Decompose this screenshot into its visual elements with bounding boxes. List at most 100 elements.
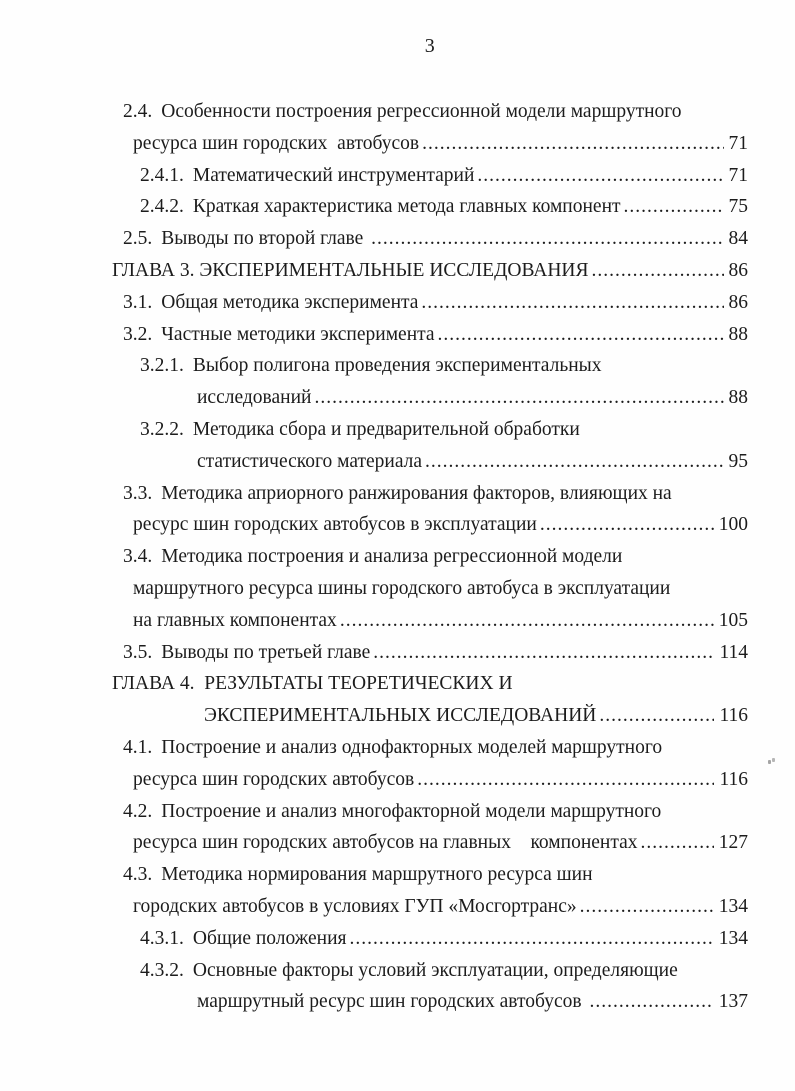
- entry-number: 3.5.: [123, 641, 153, 663]
- entry-title: Методика сбора и предварительной обработ…: [192, 418, 580, 440]
- dot-leader: ........................................…: [422, 132, 723, 154]
- toc-entry: ресурса шин городских автобусов.........…: [112, 764, 748, 796]
- toc-entry: 3.2.2. Методика сбора и предварительной о…: [112, 414, 748, 446]
- toc-entry: на главных компонентах..................…: [112, 605, 748, 637]
- toc-entry: 2.5. Выводы по второй главе .............…: [112, 223, 748, 255]
- entry-title: ГЛАВА 4. РЕЗУЛЬТАТЫ ТЕОРЕТИЧЕСКИХ И: [112, 673, 513, 695]
- entry-number: 4.3.: [123, 864, 153, 886]
- entry-page-number: 75: [728, 196, 749, 218]
- entry-number: 3.2.: [123, 323, 153, 345]
- entry-title: ресурс шин городских автобусов в эксплуа…: [133, 514, 537, 536]
- entry-number: 3.1.: [123, 291, 153, 313]
- entry-title: Математический инструментарий: [192, 164, 475, 186]
- entry-title: Основные факторы условий эксплуатации, о…: [192, 959, 678, 981]
- table-of-contents: 2.4. Особенности построения регрессионной…: [112, 96, 748, 1018]
- entry-title: Выводы по третьей главе: [161, 641, 371, 663]
- toc-entry: 3.5. Выводы по третьей главе.............…: [112, 637, 748, 669]
- entry-page-number: 71: [728, 132, 749, 154]
- toc-entry: маршрутного ресурса шины городского авто…: [112, 573, 748, 605]
- entry-title: ресурса шин городских автобусов на главн…: [133, 832, 638, 854]
- entry-page-number: 100: [718, 514, 748, 536]
- entry-number: 3.3.: [123, 482, 153, 504]
- entry-title: Выбор полигона проведения эксперименталь…: [192, 355, 602, 377]
- entry-number: 4.2.: [123, 800, 153, 822]
- toc-entry: 3.1. Общая методика эксперимента.........…: [112, 287, 748, 319]
- dot-leader: ........................................…: [373, 641, 715, 663]
- entry-title: статистического материала: [197, 450, 423, 472]
- toc-entry: ЭКСПЕРИМЕНТАЛЬНЫХ ИССЛЕДОВАНИЙ..........…: [112, 700, 748, 732]
- entry-title: Особенности построения регрессионной мод…: [161, 101, 682, 122]
- entry-title: Построение и анализ многофакторной модел…: [161, 800, 662, 822]
- entry-title: Выводы по второй главе: [161, 228, 369, 250]
- toc-entry: ресурса шин городских автобусов на главн…: [112, 827, 748, 859]
- entry-number: 2.4.: [123, 101, 153, 122]
- toc-entry: 3.2.1. Выбор полигона проведения эксперим…: [112, 350, 748, 382]
- entry-title: ресурса шин городских автобусов: [133, 768, 415, 790]
- entry-title: исследований: [197, 387, 312, 409]
- toc-entry: статистического материала...............…: [112, 446, 748, 478]
- entry-page-number: 84: [728, 228, 749, 250]
- entry-title: Методика априорного ранжирования факторо…: [161, 482, 672, 504]
- toc-entry: 3.3. Методика априорного ранжирования фак…: [112, 478, 748, 510]
- entry-page-number: 86: [728, 259, 749, 281]
- dot-leader: ........................................…: [417, 768, 714, 790]
- dot-leader: ........................................…: [421, 291, 723, 313]
- toc-entry: 3.4. Методика построения и анализа регрес…: [112, 541, 748, 573]
- entry-title: Общая методика эксперимента: [161, 291, 419, 313]
- dot-leader: ........................................…: [314, 387, 723, 409]
- entry-number: 2.4.1.: [140, 164, 184, 186]
- dot-leader: ........................................…: [591, 259, 723, 281]
- entry-title: Построение и анализ однофакторных моделе…: [161, 736, 663, 758]
- entry-number: 3.4.: [123, 546, 153, 568]
- toc-entry: 4.3.2. Основные факторы условий эксплуата…: [112, 955, 748, 987]
- entry-page-number: 88: [728, 387, 749, 409]
- entry-page-number: 116: [719, 705, 748, 727]
- entry-number: 4.1.: [123, 736, 153, 758]
- entry-title: Краткая характеристика метода главных ко…: [192, 196, 621, 218]
- entry-page-number: 127: [718, 832, 748, 854]
- entry-title: Методика построения и анализа регрессион…: [161, 546, 623, 568]
- entry-number: 2.4.2.: [140, 196, 184, 218]
- entry-page-number: 134: [718, 927, 748, 949]
- toc-entry: ГЛАВА 4. РЕЗУЛЬТАТЫ ТЕОРЕТИЧЕСКИХ И: [112, 668, 748, 700]
- dot-leader: ........................................…: [579, 895, 714, 917]
- entry-title: маршрутный ресурс шин городских автобусо…: [197, 991, 587, 1013]
- entry-title: на главных компонентах: [133, 609, 337, 631]
- entry-title: ресурса шин городских автобусов: [133, 132, 420, 154]
- dot-leader: ........................................…: [623, 196, 724, 218]
- entry-page-number: 134: [718, 895, 748, 917]
- toc-entry: 4.2. Построение и анализ многофакторной м…: [112, 796, 748, 828]
- toc-entry: 2.4. Особенности построения регрессионной…: [112, 96, 748, 128]
- toc-entry: 4.1. Построение и анализ однофакторных мо…: [112, 732, 748, 764]
- entry-title: маршрутного ресурса шины городского авто…: [133, 577, 671, 599]
- entry-title: Частные методики эксперимента: [161, 323, 435, 345]
- toc-entry: ГЛАВА 3. ЭКСПЕРИМЕНТАЛЬНЫЕ ИССЛЕДОВАНИЯ.…: [112, 255, 748, 287]
- toc-entry: 4.3. Методика нормирования маршрутного ре…: [112, 859, 748, 891]
- entry-title: Методика нормирования маршрутного ресурс…: [161, 864, 593, 886]
- dot-leader: ........................................…: [589, 991, 714, 1013]
- entry-page-number: 137: [718, 991, 748, 1013]
- toc-entry: ресурса шин городских автобусов.........…: [112, 128, 748, 160]
- page-content: 3 2.4. Особенности построения регрессионн…: [112, 34, 748, 1018]
- dot-leader: ........................................…: [539, 514, 714, 536]
- entry-title: ЭКСПЕРИМЕНТАЛЬНЫХ ИССЛЕДОВАНИЙ: [204, 705, 597, 727]
- dot-leader: ........................................…: [477, 164, 724, 186]
- dot-leader: ........................................…: [371, 228, 724, 250]
- entry-title: Общие положения: [192, 927, 347, 949]
- dot-leader: ........................................…: [339, 609, 714, 631]
- entry-page-number: 116: [719, 768, 748, 790]
- dot-leader: ........................................…: [425, 450, 723, 472]
- entry-page-number: 114: [719, 641, 748, 663]
- entry-title: ГЛАВА 3. ЭКСПЕРИМЕНТАЛЬНЫЕ ИССЛЕДОВАНИЯ: [112, 259, 589, 281]
- dot-leader: ........................................…: [640, 832, 714, 854]
- entry-page-number: 95: [728, 450, 749, 472]
- entry-page-number: 71: [728, 164, 749, 186]
- toc-entry: 3.2. Частные методики эксперимента.......…: [112, 319, 748, 351]
- entry-number: 2.5.: [123, 228, 153, 250]
- toc-entry: исследований............................…: [112, 382, 748, 414]
- toc-entry: 2.4.1. Математический инструментарий.....…: [112, 160, 748, 192]
- entry-number: 4.3.2.: [140, 959, 184, 981]
- dot-leader: ........................................…: [599, 705, 714, 727]
- page-number: 3: [424, 35, 436, 57]
